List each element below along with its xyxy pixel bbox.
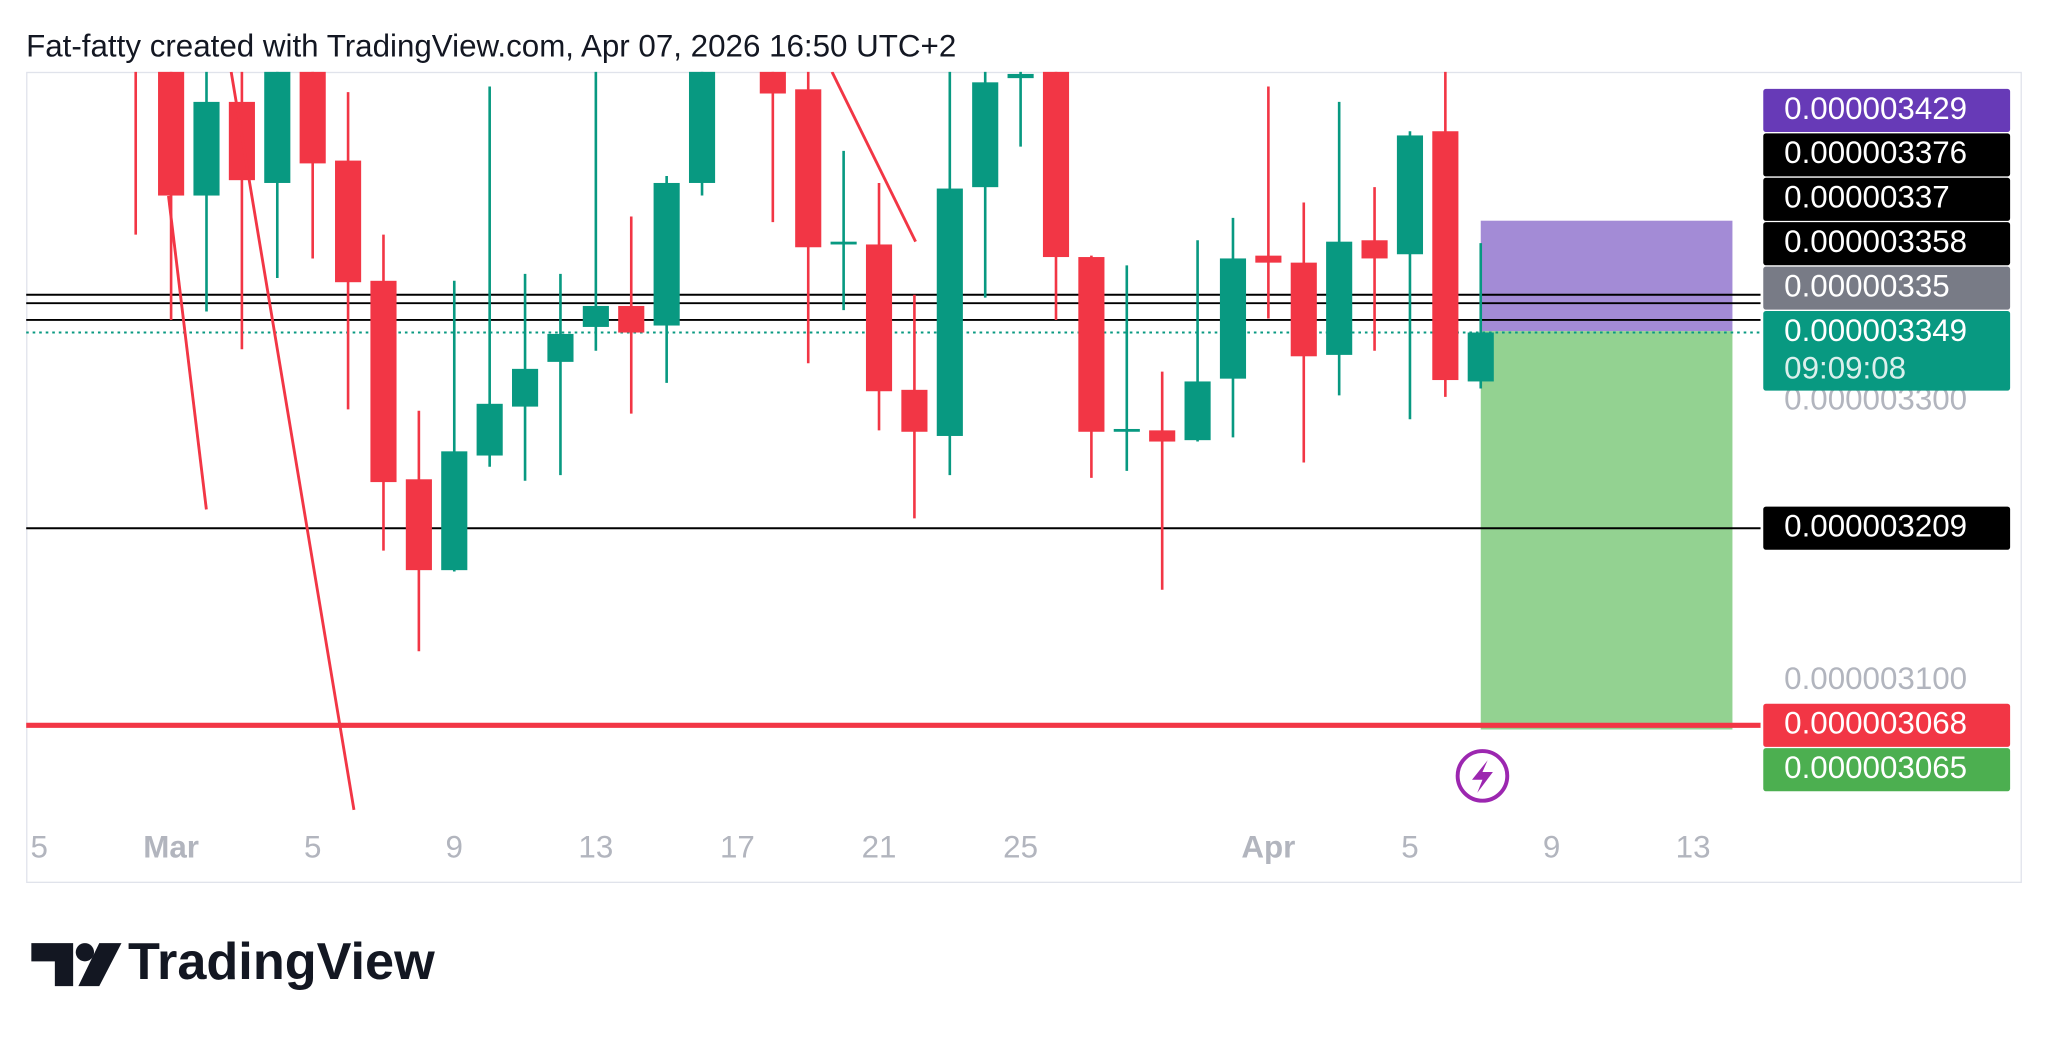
x-tick-label: 9	[446, 829, 463, 864]
x-tick-label: Apr	[1241, 829, 1295, 864]
candle-body	[1467, 332, 1494, 382]
candle-body	[441, 451, 468, 571]
candle-body	[512, 368, 539, 407]
plot-area	[26, 71, 1761, 811]
candle-layer	[134, 71, 1494, 652]
price-label: 0.000003429	[1784, 91, 1967, 126]
x-tick-label: 5	[304, 829, 321, 864]
candle-body	[405, 479, 432, 571]
price-label-box	[1763, 266, 2011, 310]
candle-body	[1396, 135, 1424, 255]
chart-title: Fat-fatty created with TradingView.com, …	[26, 29, 956, 64]
logo-mark	[78, 943, 122, 987]
x-tick-label: 13	[578, 829, 613, 864]
candle-body	[936, 188, 963, 436]
price-label: 0.000003349	[1784, 313, 1967, 348]
candle-body	[1149, 430, 1176, 442]
price-label-box	[1763, 177, 2011, 221]
price-label: 0.000003068	[1784, 706, 1967, 741]
candle-body	[1290, 262, 1317, 357]
candle-body	[1432, 131, 1459, 381]
pane-border	[26, 71, 2022, 883]
alert-bolt	[1472, 760, 1493, 793]
candle-body	[901, 389, 928, 432]
price-label-box	[1763, 506, 2011, 550]
trend-line	[167, 195, 208, 510]
trend-lines	[167, 71, 917, 811]
price-label: 0.000003376	[1784, 135, 1967, 170]
candle-body	[476, 403, 503, 456]
price-labels: 0.000003376 0.00000337 0.000003358 0.000003…	[1763, 88, 2011, 792]
candle-body	[582, 305, 609, 327]
candle-body	[370, 280, 397, 483]
price-label-box	[1763, 88, 2011, 133]
candle-body	[1326, 241, 1353, 355]
trend-line	[229, 71, 356, 811]
candle-body	[1113, 428, 1140, 432]
x-tick-label: 17	[720, 829, 755, 864]
price-label-box	[1763, 310, 2011, 391]
candle-body	[830, 241, 857, 245]
axis-layer: 5 Mar 5 9 13 17 21 25 Apr 5 9 130.0000033000.000003…	[30, 381, 1967, 864]
logo-mark	[75, 943, 95, 962]
candle-body	[759, 71, 786, 94]
candle-body	[1042, 71, 1070, 258]
candle-body	[653, 182, 680, 326]
candle-body	[972, 82, 999, 188]
alert-icon	[1455, 749, 1510, 803]
x-tick-label: Mar	[143, 829, 199, 864]
candle-body	[618, 305, 645, 333]
price-label: 0.000003358	[1784, 224, 1967, 259]
price-label: 0.000003209	[1784, 508, 1967, 543]
logo: TradingView	[31, 933, 435, 991]
countdown-label: 09:09:08	[1784, 351, 1906, 386]
candle-body	[547, 333, 574, 362]
price-label-box	[1763, 748, 2011, 792]
price-label-box	[1763, 133, 2011, 177]
candle-body	[1255, 255, 1282, 263]
candle-body	[299, 71, 326, 164]
price-label: 0.00000335	[1784, 268, 1950, 303]
price-label-box	[1763, 222, 2011, 266]
candle-body	[1219, 258, 1247, 379]
candle-body	[1078, 257, 1105, 432]
candle-body	[193, 101, 220, 196]
trend-line	[830, 71, 917, 243]
candle-body	[264, 71, 291, 183]
x-tick-label: 13	[1676, 829, 1711, 864]
candle-body	[1361, 240, 1388, 259]
logo-text: TradingView	[128, 933, 435, 991]
candle-body	[158, 71, 185, 196]
x-tick-label: 21	[862, 829, 897, 864]
x-tick-label: 25	[1003, 829, 1038, 864]
position-upper	[1480, 220, 1733, 332]
x-tick-label: 9	[1543, 829, 1560, 864]
x-tick-label: 5	[30, 829, 47, 864]
position-lower	[1480, 331, 1733, 730]
candle-body	[335, 160, 362, 283]
candle-body	[688, 71, 716, 183]
price-label-box	[1763, 703, 2011, 747]
candle-body	[1007, 73, 1034, 79]
price-label: 0.00000337	[1784, 180, 1950, 215]
logo-mark	[31, 943, 74, 987]
candle-body	[1184, 381, 1211, 441]
y-tick-label: 0.000003100	[1784, 661, 1967, 696]
candle-body	[865, 244, 893, 392]
x-tick-label: 5	[1401, 829, 1418, 864]
price-label: 0.000003065	[1784, 750, 1967, 785]
candle-body	[795, 89, 822, 248]
position-layer	[1480, 220, 1733, 730]
